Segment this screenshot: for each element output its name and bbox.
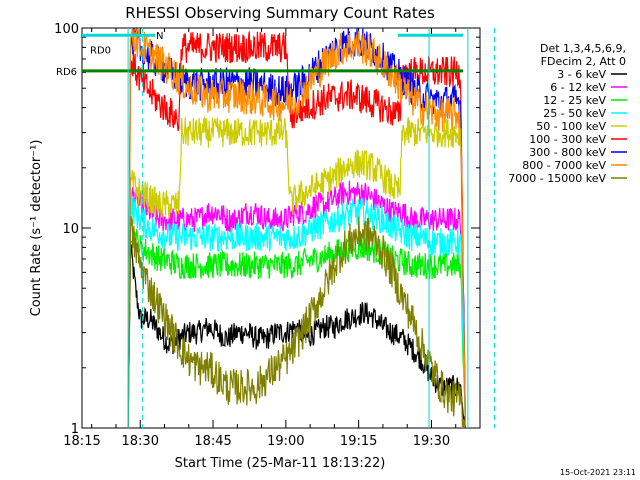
x-tick-label: 19:00 [267, 434, 304, 449]
x-tick-label: 18:45 [194, 434, 231, 449]
x-tick-label: 18:15 [63, 434, 100, 449]
series-line [127, 244, 466, 429]
y-tick-label: 10 [62, 222, 79, 237]
legend-label: 300 - 800 keV [529, 146, 606, 159]
legend-label: 800 - 7000 keV [522, 159, 606, 172]
series-group [127, 27, 466, 429]
legend-label: 50 - 100 keV [536, 120, 606, 133]
n-label: N [156, 31, 163, 42]
legend-header-line-1: Det 1,3,4,5,6,9, [540, 42, 626, 55]
annotations-group: RD6 RD0 N [56, 28, 496, 428]
chart-title: RHESSI Observing Summary Count Rates [125, 4, 435, 22]
legend-label: 25 - 50 keV [543, 107, 606, 120]
x-tick-label: 19:30 [413, 434, 450, 449]
legend-label: 100 - 300 keV [529, 133, 606, 146]
legend-label: 7000 - 15000 keV [508, 172, 606, 185]
y-tick-label: 1 [71, 422, 79, 437]
series-line [127, 180, 466, 429]
axes-group: 18:15 18:30 18:45 19:00 19:15 19:30 1 10 100 [54, 22, 481, 449]
y-tick-label: 100 [54, 22, 79, 37]
footer-timestamp: 15-Oct-2021 23:11 [560, 468, 636, 477]
legend-header-line-2: FDecim 2, Att 0 [541, 55, 626, 68]
series-line [127, 27, 466, 429]
x-tick-label: 18:30 [122, 434, 159, 449]
series-line [127, 116, 466, 429]
legend-label: 12 - 25 keV [543, 94, 606, 107]
series-line [127, 227, 466, 429]
rd0-label: RD0 [90, 46, 111, 57]
x-tick-label: 19:15 [340, 434, 377, 449]
legend-label: 6 - 12 keV [550, 81, 606, 94]
series-line [127, 216, 466, 429]
rd6-label: RD6 [56, 67, 77, 78]
legend-label: 3 - 6 keV [557, 68, 606, 81]
series-line [127, 195, 466, 429]
x-axis-label: Start Time (25-Mar-11 18:13:22) [175, 456, 386, 471]
y-axis-label: Count Rate (s⁻¹ detector⁻¹) [29, 140, 44, 317]
